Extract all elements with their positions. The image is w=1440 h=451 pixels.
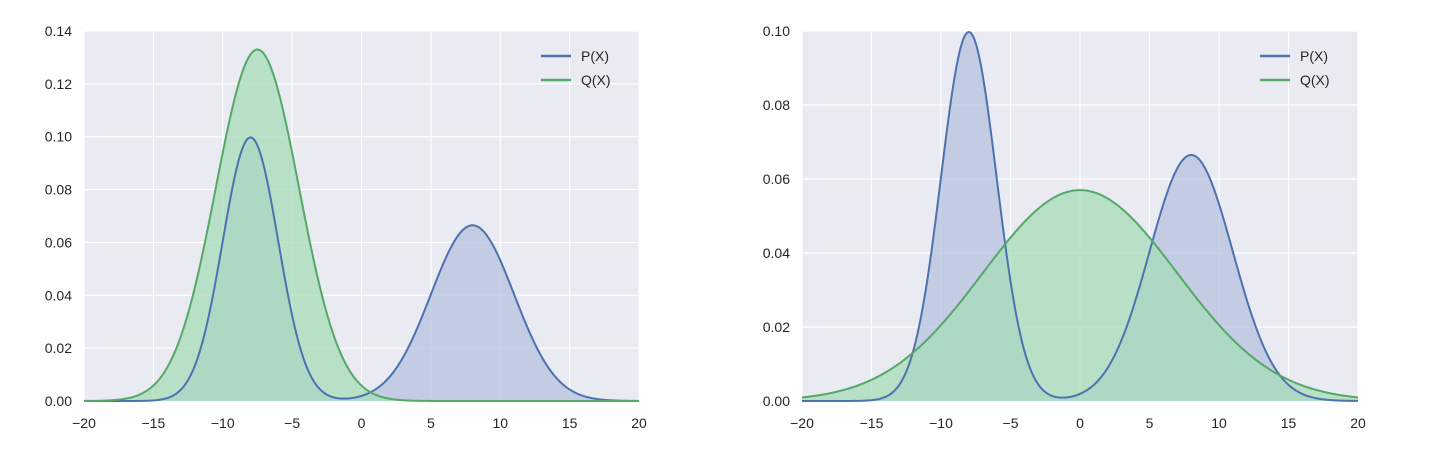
chart-left: −20 −15 −10 −5 0 5 10 15 20 0.00 0.02 0.04 0.06 0.08 0… bbox=[45, 23, 647, 431]
legend-label-0: P(X) bbox=[1300, 48, 1328, 64]
x-tick-label: 20 bbox=[631, 415, 647, 431]
x-tick-label: 5 bbox=[1146, 415, 1154, 431]
x-tick-label: −10 bbox=[929, 415, 953, 431]
x-tick-label: 15 bbox=[562, 415, 578, 431]
x-tick-label: −15 bbox=[860, 415, 884, 431]
series-line-1 bbox=[83, 48, 639, 402]
x-tick-label: 10 bbox=[492, 415, 508, 431]
y-tick-label: 0.04 bbox=[45, 287, 72, 303]
x-tick-label: 20 bbox=[1350, 415, 1366, 431]
x-tick-label: −20 bbox=[72, 415, 96, 431]
x-tick-label: 5 bbox=[427, 415, 435, 431]
y-tick-label: 0.00 bbox=[763, 393, 790, 409]
legend-label-1: Q(X) bbox=[1300, 72, 1330, 88]
x-tick-label: 10 bbox=[1211, 415, 1227, 431]
y-tick-label: 0.06 bbox=[763, 171, 790, 187]
y-tick-label: 0.12 bbox=[45, 76, 72, 92]
y-tick-label: 0.02 bbox=[763, 319, 790, 335]
x-tick-label: −10 bbox=[211, 415, 235, 431]
legend-label-1: Q(X) bbox=[581, 72, 611, 88]
x-tick-label: −15 bbox=[142, 415, 166, 431]
x-tick-label: 15 bbox=[1281, 415, 1297, 431]
y-tick-label: 0.06 bbox=[45, 234, 72, 250]
chart-right: −20 −15 −10 −5 0 5 10 15 20 0.00 0.02 0.04 0.06 0.08 0… bbox=[763, 23, 1366, 431]
y-tick-label: 0.10 bbox=[45, 129, 72, 145]
series-area-0 bbox=[802, 31, 1358, 401]
series-line-0 bbox=[84, 136, 640, 402]
y-tick-label: 0.02 bbox=[45, 340, 72, 356]
series-area-1 bbox=[802, 190, 1358, 401]
series-line-1 bbox=[801, 189, 1359, 399]
y-tick-label: 0.14 bbox=[45, 23, 72, 39]
y-tick-label: 0.04 bbox=[763, 245, 790, 261]
legend-label-0: P(X) bbox=[581, 48, 609, 64]
x-tick-label: −20 bbox=[790, 415, 814, 431]
series-area-1 bbox=[84, 49, 639, 402]
y-tick-label: 0.00 bbox=[45, 393, 72, 409]
x-tick-label: −5 bbox=[1003, 415, 1019, 431]
y-tick-label: 0.08 bbox=[763, 97, 790, 113]
series-line-0 bbox=[802, 30, 1359, 402]
y-tick-label: 0.08 bbox=[45, 182, 72, 198]
x-tick-label: 0 bbox=[1076, 415, 1084, 431]
x-tick-label: −5 bbox=[284, 415, 300, 431]
y-tick-label: 0.10 bbox=[763, 23, 790, 39]
x-tick-label: 0 bbox=[358, 415, 366, 431]
